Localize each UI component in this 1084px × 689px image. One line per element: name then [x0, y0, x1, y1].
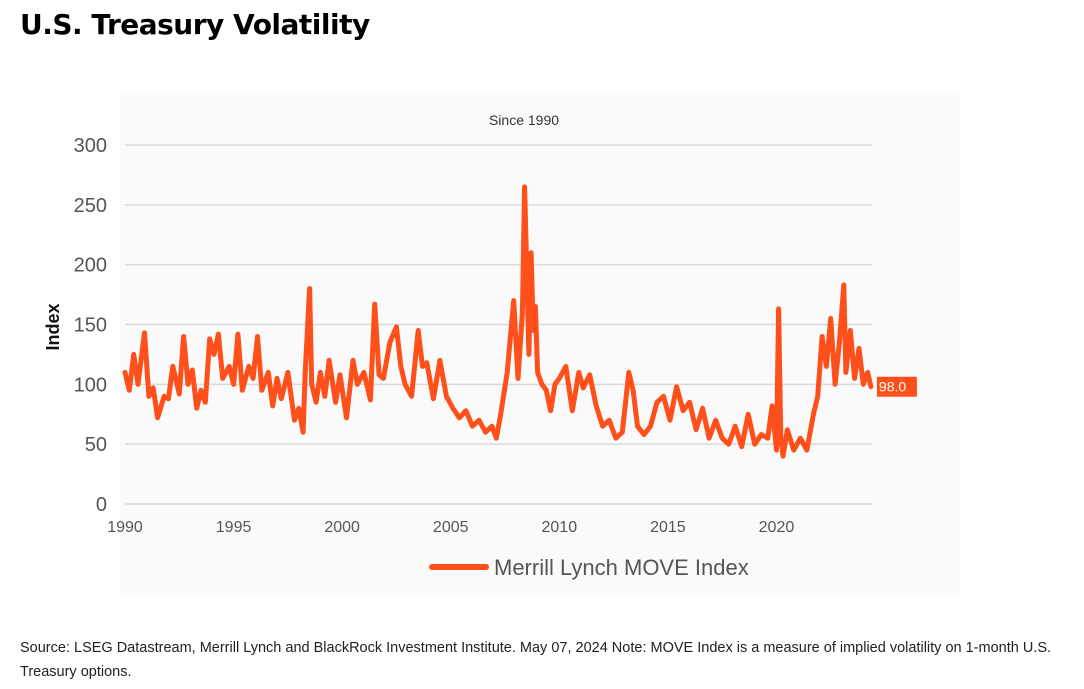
- x-tick-label: 2020: [759, 519, 795, 536]
- move-index-chart: Since 1990 0 50 100 150 200 250 300 1990 1995 20…: [43, 95, 960, 595]
- y-tick-label: 0: [96, 494, 107, 516]
- x-tick-label: 2005: [433, 519, 469, 536]
- y-tick-label: 200: [74, 255, 107, 277]
- y-tick-label: 50: [85, 434, 107, 456]
- y-tick-label: 300: [74, 135, 107, 157]
- y-tick-label: 100: [74, 374, 107, 396]
- y-tick-label: 250: [74, 195, 107, 217]
- chart-container: Since 1990 0 50 100 150 200 250 300 1990 1995 20…: [0, 95, 1084, 605]
- page-title: U.S. Treasury Volatility: [20, 8, 370, 41]
- last-value-badge-background: [876, 376, 917, 397]
- x-tick-label: 2000: [324, 519, 360, 536]
- x-tick-label: 2015: [650, 519, 686, 536]
- series-line-merrill-lynch-move-index: [122, 184, 874, 459]
- last-value-label: 98.0: [879, 379, 906, 395]
- x-axis-ticks: 1990 1995 2000 2005 2010 2015 2020: [107, 519, 794, 536]
- y-tick-label: 150: [74, 315, 107, 337]
- legend-label: Merrill Lynch MOVE Index: [494, 555, 749, 580]
- x-tick-label: 1990: [107, 519, 143, 536]
- y-axis-label: Index: [43, 303, 63, 350]
- y-axis-ticks: 0 50 100 150 200 250 300: [74, 135, 107, 516]
- legend: Merrill Lynch MOVE Index: [429, 555, 749, 580]
- x-tick-label: 2010: [542, 519, 578, 536]
- source-note: Source: LSEG Datastream, Merrill Lynch a…: [20, 640, 1052, 680]
- gridlines: [125, 144, 872, 505]
- last-value-badge: 98.0: [876, 376, 917, 397]
- chart-subtitle: Since 1990: [489, 112, 559, 128]
- x-tick-label: 1995: [216, 519, 252, 536]
